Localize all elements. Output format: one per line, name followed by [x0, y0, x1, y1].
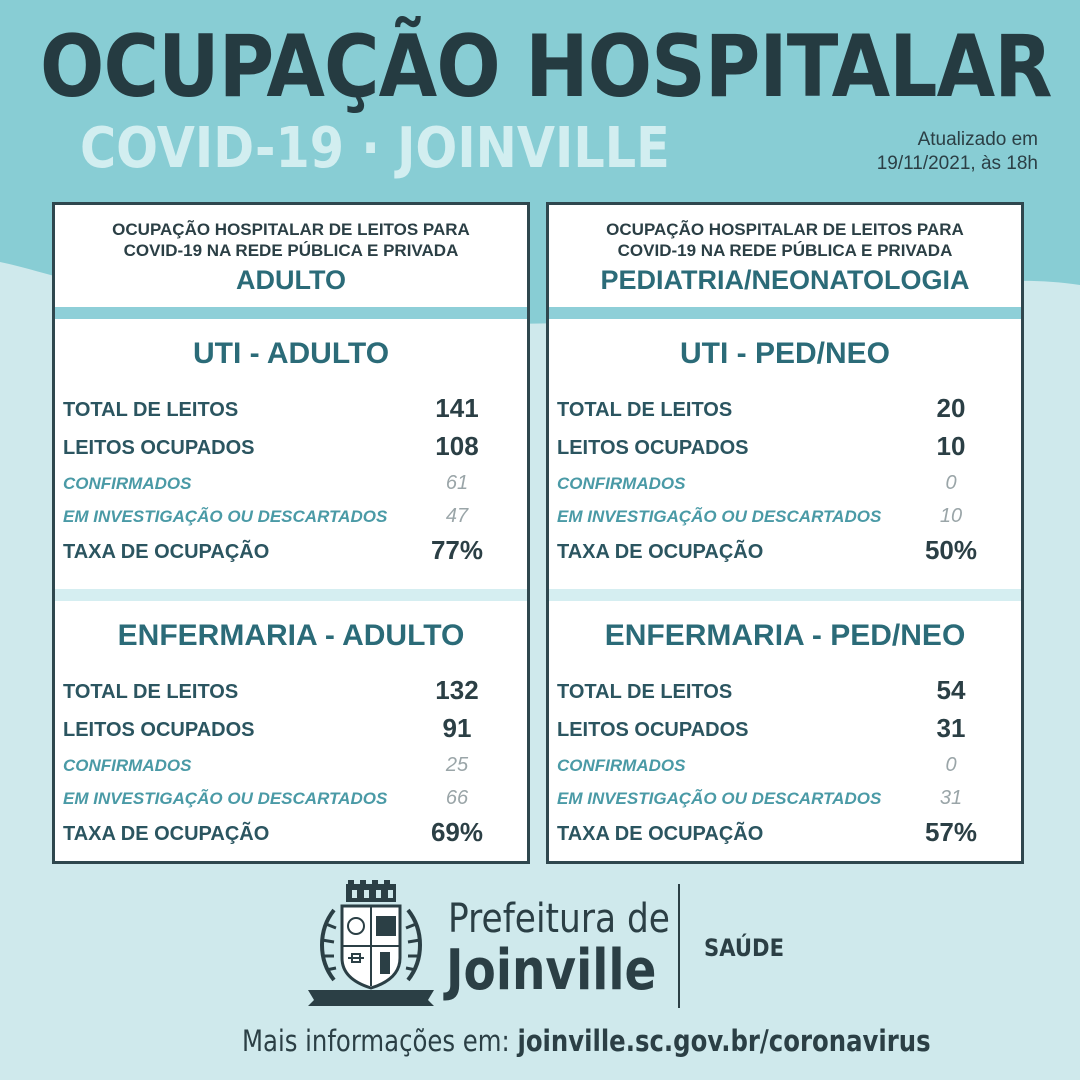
panel-adulto: OCUPAÇÃO HOSPITALAR DE LEITOS PARA COVID… [52, 202, 530, 864]
row-rate: TAXA DE OCUPAÇÃO 77% [55, 533, 527, 571]
divider [55, 589, 527, 601]
total-value: 20 [936, 393, 966, 423]
more-info-link[interactable]: joinville.sc.gov.br/coronavirus [517, 1024, 931, 1058]
confirmed-value: 61 [445, 472, 469, 494]
rate-value: 50% [924, 535, 978, 565]
row-total: TOTAL DE LEITOS 54 [549, 673, 1021, 711]
investigation-value: 47 [445, 505, 469, 527]
section-title: ENFERMARIA - PED/NEO [604, 619, 966, 652]
panel-header-line-2: COVID-19 NA REDE PÚBLICA E PRIVADA [617, 241, 953, 260]
investigation-value: 66 [445, 787, 469, 809]
row-total: TOTAL DE LEITOS 141 [55, 391, 527, 429]
rate-value: 57% [924, 817, 978, 847]
total-label: TOTAL DE LEITOS [557, 681, 733, 703]
panel-category: ADULTO [236, 265, 346, 295]
panel-pediatria: OCUPAÇÃO HOSPITALAR DE LEITOS PARA COVID… [546, 202, 1024, 864]
row-confirmed: CONFIRMADOS 25 [55, 749, 527, 782]
row-occupied: LEITOS OCUPADOS 91 [55, 711, 527, 749]
total-label: TOTAL DE LEITOS [63, 681, 239, 703]
section-enfermaria-ped-neo: ENFERMARIA - PED/NEO TOTAL DE LEITOS 54 … [549, 601, 1021, 871]
total-label: TOTAL DE LEITOS [63, 399, 239, 421]
rate-value: 77% [430, 535, 484, 565]
more-info-label: Mais informações em: [242, 1024, 518, 1058]
panel-header-line-1: OCUPAÇÃO HOSPITALAR DE LEITOS PARA [606, 220, 964, 239]
investigation-value: 10 [939, 505, 963, 527]
section-title: ENFERMARIA - ADULTO [117, 619, 465, 652]
investigation-label: EM INVESTIGAÇÃO OU DESCARTADOS [63, 789, 388, 808]
section-title: UTI - PED/NEO [679, 337, 890, 370]
more-info: Mais informações em: joinville.sc.gov.br… [242, 1024, 931, 1058]
rate-label: TAXA DE OCUPAÇÃO [557, 541, 764, 563]
page-title: OCUPAÇÃO HOSPITALAR [40, 17, 1053, 117]
divider [549, 307, 1021, 319]
section-uti-adulto: UTI - ADULTO TOTAL DE LEITOS 141 LEITOS … [55, 319, 527, 589]
prefeitura-label: Prefeitura de [448, 896, 670, 942]
total-value: 141 [435, 393, 479, 423]
row-rate: TAXA DE OCUPAÇÃO 69% [55, 815, 527, 853]
occupied-label: LEITOS OCUPADOS [557, 437, 749, 459]
occupied-value: 31 [936, 713, 966, 743]
rate-label: TAXA DE OCUPAÇÃO [63, 823, 270, 845]
confirmed-label: CONFIRMADOS [63, 474, 192, 493]
total-value: 54 [936, 675, 966, 705]
row-rate: TAXA DE OCUPAÇÃO 57% [549, 815, 1021, 853]
row-confirmed: CONFIRMADOS 61 [55, 467, 527, 500]
panel-header: OCUPAÇÃO HOSPITALAR DE LEITOS PARA COVID… [549, 205, 1021, 307]
department-label: SAÚDE [704, 934, 785, 962]
investigation-label: EM INVESTIGAÇÃO OU DESCARTADOS [557, 789, 882, 808]
occupied-label: LEITOS OCUPADOS [63, 719, 255, 741]
occupied-label: LEITOS OCUPADOS [63, 437, 255, 459]
confirmed-label: CONFIRMADOS [557, 474, 686, 493]
panel-header: OCUPAÇÃO HOSPITALAR DE LEITOS PARA COVID… [55, 205, 527, 307]
occupied-value: 108 [435, 431, 479, 461]
page-subtitle: COVID-19 · JOINVILLE [80, 116, 670, 181]
row-occupied: LEITOS OCUPADOS 31 [549, 711, 1021, 749]
row-total: TOTAL DE LEITOS 132 [55, 673, 527, 711]
city-name: Joinville [446, 938, 657, 1003]
update-timestamp: Atualizado em 19/11/2021, às 18h [877, 128, 1038, 176]
confirmed-label: CONFIRMADOS [63, 756, 192, 775]
panel-header-line-2: COVID-19 NA REDE PÚBLICA E PRIVADA [123, 241, 459, 260]
coat-of-arms-icon [308, 880, 434, 1006]
investigation-label: EM INVESTIGAÇÃO OU DESCARTADOS [557, 507, 882, 526]
footer-divider [678, 884, 680, 1008]
divider [549, 589, 1021, 601]
panel-category: PEDIATRIA/NEONATOLOGIA [600, 265, 970, 295]
confirmed-label: CONFIRMADOS [557, 756, 686, 775]
section-uti-ped-neo: UTI - PED/NEO TOTAL DE LEITOS 20 LEITOS … [549, 319, 1021, 589]
row-investigation: EM INVESTIGAÇÃO OU DESCARTADOS 31 [549, 782, 1021, 815]
panel-header-line-1: OCUPAÇÃO HOSPITALAR DE LEITOS PARA [112, 220, 470, 239]
occupied-label: LEITOS OCUPADOS [557, 719, 749, 741]
divider [55, 307, 527, 319]
update-line-1: Atualizado em [917, 129, 1038, 150]
row-investigation: EM INVESTIGAÇÃO OU DESCARTADOS 10 [549, 500, 1021, 533]
section-title: UTI - ADULTO [192, 337, 390, 370]
section-enfermaria-adulto: ENFERMARIA - ADULTO TOTAL DE LEITOS 132 … [55, 601, 527, 871]
confirmed-value: 0 [945, 472, 957, 494]
row-investigation: EM INVESTIGAÇÃO OU DESCARTADOS 66 [55, 782, 527, 815]
investigation-value: 31 [939, 787, 963, 809]
total-label: TOTAL DE LEITOS [557, 399, 733, 421]
investigation-label: EM INVESTIGAÇÃO OU DESCARTADOS [63, 507, 388, 526]
occupied-value: 10 [936, 431, 966, 461]
rate-label: TAXA DE OCUPAÇÃO [557, 823, 764, 845]
confirmed-value: 0 [945, 754, 957, 776]
rate-label: TAXA DE OCUPAÇÃO [63, 541, 270, 563]
occupied-value: 91 [442, 713, 472, 743]
row-occupied: LEITOS OCUPADOS 10 [549, 429, 1021, 467]
row-confirmed: CONFIRMADOS 0 [549, 749, 1021, 782]
row-total: TOTAL DE LEITOS 20 [549, 391, 1021, 429]
rate-value: 69% [430, 817, 484, 847]
row-occupied: LEITOS OCUPADOS 108 [55, 429, 527, 467]
row-investigation: EM INVESTIGAÇÃO OU DESCARTADOS 47 [55, 500, 527, 533]
total-value: 132 [435, 675, 479, 705]
update-line-2: 19/11/2021, às 18h [876, 153, 1038, 174]
row-rate: TAXA DE OCUPAÇÃO 50% [549, 533, 1021, 571]
row-confirmed: CONFIRMADOS 0 [549, 467, 1021, 500]
confirmed-value: 25 [445, 754, 469, 776]
